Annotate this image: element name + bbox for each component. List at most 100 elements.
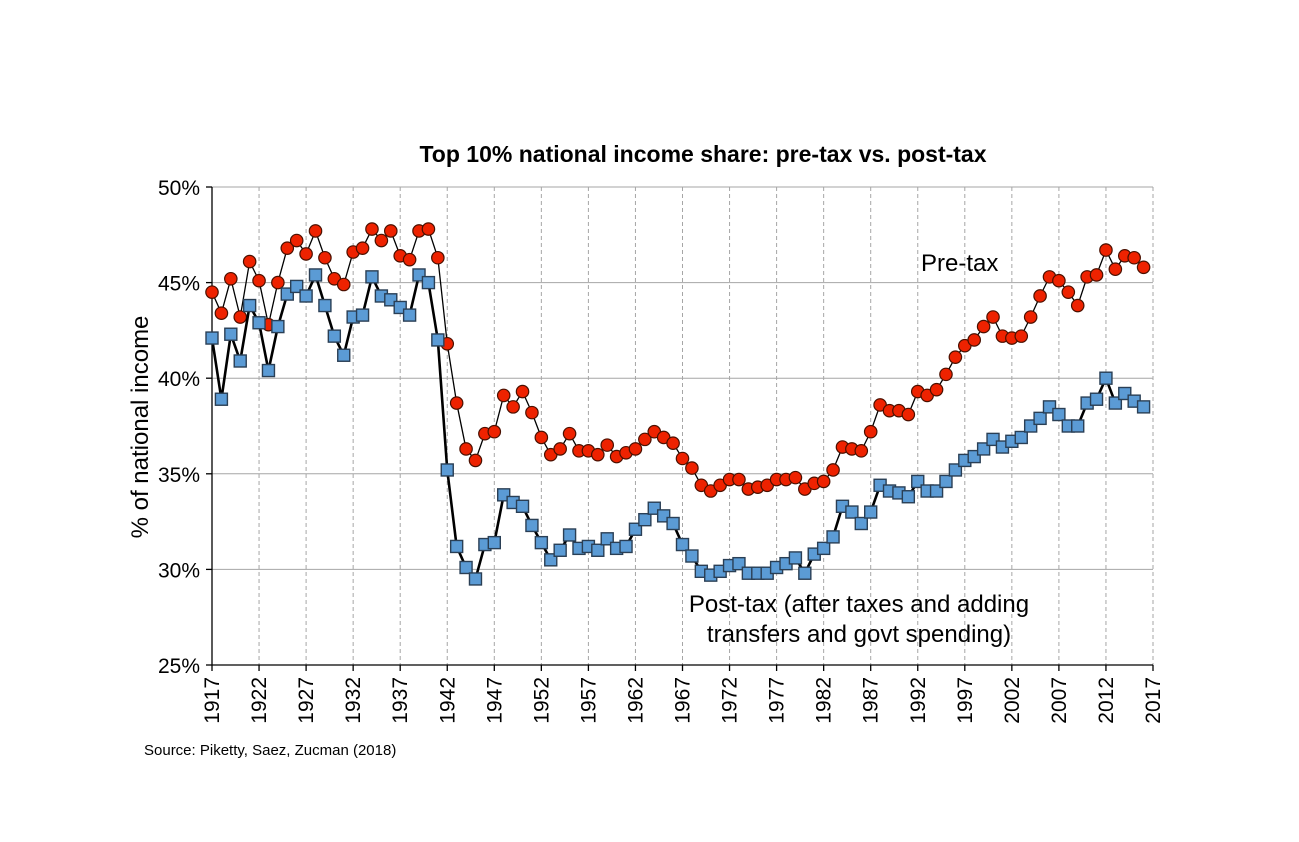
- x-tick-label: 1967: [672, 677, 695, 724]
- x-tick-label: 1977: [766, 677, 789, 724]
- axes: [206, 186, 1154, 671]
- data-point: [685, 549, 699, 563]
- data-point: [600, 438, 615, 452]
- series-layer: [205, 222, 1151, 586]
- data-point: [233, 354, 247, 368]
- data-point: [383, 224, 398, 238]
- data-point: [939, 474, 953, 489]
- chart-title: Top 10% national income share: pre-tax v…: [419, 141, 986, 167]
- data-point: [299, 247, 313, 261]
- data-point: [732, 472, 746, 487]
- data-point: [1052, 407, 1066, 422]
- data-point: [224, 327, 238, 341]
- data-point: [685, 461, 699, 475]
- data-point: [327, 329, 342, 343]
- data-point: [1136, 260, 1151, 275]
- data-point: [675, 451, 690, 466]
- data-point: [1033, 289, 1047, 303]
- y-tick-label: 40%: [158, 368, 200, 391]
- data-point: [638, 432, 652, 447]
- data-point: [534, 535, 549, 550]
- data-point: [553, 543, 567, 557]
- data-point: [525, 518, 539, 533]
- data-point: [901, 407, 916, 422]
- x-tick-label: 2002: [1001, 677, 1024, 724]
- data-point: [798, 566, 812, 580]
- data-point: [562, 528, 577, 542]
- data-point: [553, 442, 567, 456]
- data-point: [459, 442, 473, 456]
- y-tick-labels: 25% 30% 35% 40% 45% 50%: [158, 177, 200, 678]
- data-point: [854, 444, 869, 458]
- data-point: [864, 505, 878, 519]
- data-point: [1136, 400, 1151, 414]
- data-point: [449, 539, 464, 554]
- data-point: [355, 241, 370, 255]
- data-point: [863, 424, 878, 439]
- data-point: [1070, 298, 1085, 313]
- data-point: [487, 535, 501, 550]
- data-point: [1108, 262, 1123, 277]
- data-point: [901, 490, 916, 504]
- x-tick-label: 1992: [907, 677, 930, 724]
- data-point: [1014, 430, 1028, 445]
- data-point: [826, 530, 840, 544]
- series-post-tax: [205, 268, 1151, 586]
- data-point: [638, 512, 652, 527]
- x-tick-label: 2017: [1142, 677, 1165, 724]
- data-point: [939, 367, 953, 382]
- x-tick-label: 1947: [483, 677, 506, 724]
- data-point: [459, 560, 473, 575]
- data-point: [515, 384, 530, 399]
- data-point: [355, 308, 370, 322]
- data-point: [431, 333, 445, 347]
- x-tick-label: 1997: [954, 677, 977, 724]
- data-point: [214, 392, 229, 406]
- data-point: [421, 275, 436, 290]
- data-point: [299, 289, 313, 303]
- data-point: [1023, 310, 1038, 324]
- data-point: [591, 447, 605, 462]
- data-point: [788, 551, 803, 565]
- data-point: [506, 400, 520, 414]
- data-point: [242, 298, 257, 313]
- x-tick-label: 1972: [719, 677, 742, 724]
- x-tick-label: 2012: [1095, 677, 1118, 724]
- data-point: [224, 271, 238, 286]
- data-point: [271, 319, 285, 334]
- data-point: [1099, 371, 1113, 385]
- data-point: [289, 233, 304, 248]
- x-tick-label: 1917: [201, 677, 224, 724]
- x-tick-label: 1952: [530, 677, 553, 724]
- data-point: [468, 572, 483, 586]
- data-point: [1033, 411, 1047, 426]
- x-tick-label: 1982: [813, 677, 836, 724]
- data-point: [1089, 268, 1104, 282]
- data-point: [318, 298, 332, 313]
- post-tax-label-line-1: Post-tax (after taxes and adding: [689, 591, 1029, 618]
- data-point: [986, 310, 1000, 324]
- data-point: [1089, 392, 1104, 406]
- data-point: [365, 222, 379, 236]
- data-point: [948, 350, 963, 364]
- x-tick-label: 1922: [248, 677, 271, 724]
- data-point: [788, 470, 803, 485]
- data-point: [318, 250, 332, 265]
- x-tick-labels: 1917 1922 1927 1932 1937 1942 1947 1952 1957 1962…: [201, 677, 1165, 724]
- data-point: [280, 241, 295, 255]
- y-axis-title: % of national income: [127, 316, 154, 539]
- data-point: [534, 430, 549, 445]
- source-note: Source: Piketty, Saez, Zucman (2018): [144, 742, 396, 759]
- data-point: [666, 516, 680, 531]
- x-tick-label: 1987: [860, 677, 883, 724]
- data-point: [308, 268, 323, 282]
- data-point: [261, 363, 276, 378]
- data-point: [421, 222, 436, 236]
- data-point: [816, 474, 831, 489]
- data-point: [440, 463, 454, 477]
- data-point: [308, 224, 323, 238]
- data-point: [525, 405, 539, 420]
- data-point: [976, 319, 991, 334]
- data-point: [619, 539, 633, 554]
- data-point: [271, 275, 285, 290]
